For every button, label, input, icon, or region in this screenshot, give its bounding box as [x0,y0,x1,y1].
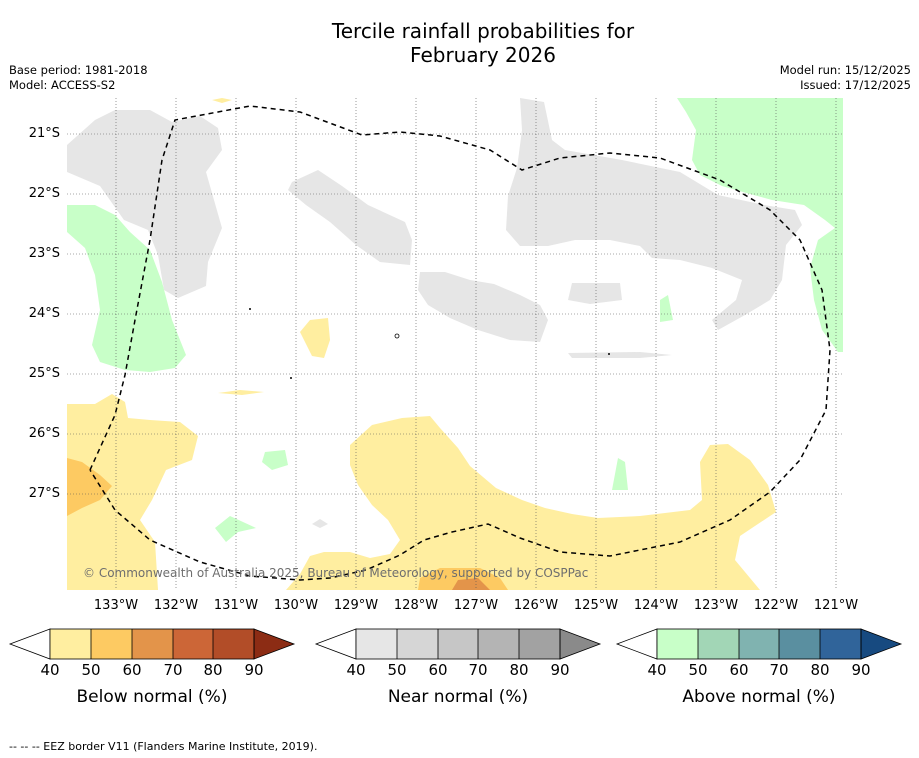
longitude-label: 122°W [753,598,799,613]
colorbar-tick: 40 [346,661,366,679]
below-normal-region-west [67,394,198,590]
island-marker [290,377,292,379]
colorbar-below-normal [8,628,296,660]
below-normal-60-region-south [418,568,508,590]
above-normal-region-northeast [677,98,843,352]
latitude-label: 25°S [28,366,60,381]
near-normal-patch-small [568,283,622,304]
colorbar-tick: 70 [468,661,488,679]
map-title-line-2: February 2026 [410,43,556,67]
above-normal-patch-b [612,458,628,490]
near-normal-region-east [506,98,802,330]
above-normal-patch-a [660,295,673,322]
colorbar-title-below-normal: Below normal (%) [76,687,228,707]
below-normal-patch-a [300,318,330,358]
colorbar-tick: 60 [122,661,142,679]
longitude-label: 123°W [693,598,739,613]
longitude-label: 124°W [633,598,679,613]
above-normal-region-west [67,205,186,372]
colorbar-near-normal [314,628,602,660]
colorbar-tick: 90 [550,661,570,679]
island-marker [394,333,400,339]
longitude-label: 126°W [513,598,559,613]
below-normal-70-region-south [452,578,490,590]
colorbar-tick: 50 [688,661,708,679]
colorbar-tick: 40 [40,661,60,679]
colorbar-tick: 80 [203,661,223,679]
latitude-label: 26°S [28,426,60,441]
below-normal-region-central [286,416,776,590]
near-normal-streak [568,352,672,358]
longitude-label: 131°W [213,598,259,613]
copyright-notice: © Commonwealth of Australia 2025, Bureau… [83,566,589,580]
latitude-label: 23°S [28,246,60,261]
island-marker [249,308,251,310]
near-normal-region-west [67,110,222,298]
near-normal-region-band [418,272,548,342]
colorbar-title-above-normal: Above normal (%) [682,687,836,707]
colorbar-title-near-normal: Near normal (%) [387,687,529,707]
colorbar-tick: 90 [851,661,871,679]
eez-border-legend: -- -- -- EEZ border V11 (Flanders Marine… [9,740,318,753]
above-normal-patch-c [262,450,288,470]
model-text: Model: ACCESS-S2 [9,78,116,92]
colorbar-tick: 60 [729,661,749,679]
below-normal-patch-c [212,98,232,103]
colorbar-above-normal [615,628,903,660]
model-run-text: Model run: 15/12/2025 [779,63,911,77]
map-title-line-1: Tercile rainfall probabilities for [331,19,635,43]
longitude-label: 130°W [273,598,319,613]
longitude-label: 128°W [393,598,439,613]
issued-text: Issued: 17/12/2025 [800,78,911,92]
near-normal-blob-south [312,519,328,528]
longitude-label: 129°W [333,598,379,613]
latitude-label: 27°S [28,486,60,501]
colorbar-tick: 40 [647,661,667,679]
colorbar-tick: 50 [387,661,407,679]
map-field [67,98,843,590]
longitude-label: 132°W [153,598,199,613]
colorbar-tick: 60 [428,661,448,679]
base-period-text: Base period: 1981-2018 [9,63,148,77]
eez-border [89,105,831,581]
longitude-label: 127°W [453,598,499,613]
colorbar-tick: 50 [81,661,101,679]
longitude-label: 125°W [573,598,619,613]
island-marker [608,353,610,355]
latitude-label: 21°S [28,126,60,141]
colorbar-tick: 80 [509,661,529,679]
colorbar-tick: 90 [244,661,264,679]
graticule [67,98,843,590]
longitude-label: 121°W [813,598,859,613]
latitude-label: 22°S [28,186,60,201]
colorbar-tick: 80 [810,661,830,679]
colorbar-tick: 70 [769,661,789,679]
below-normal-patch-b [218,390,264,395]
below-normal-60-region-west [67,458,112,516]
above-normal-patch-d [215,516,256,542]
longitude-label: 133°W [93,598,139,613]
colorbar-tick: 70 [163,661,183,679]
latitude-label: 24°S [28,306,60,321]
